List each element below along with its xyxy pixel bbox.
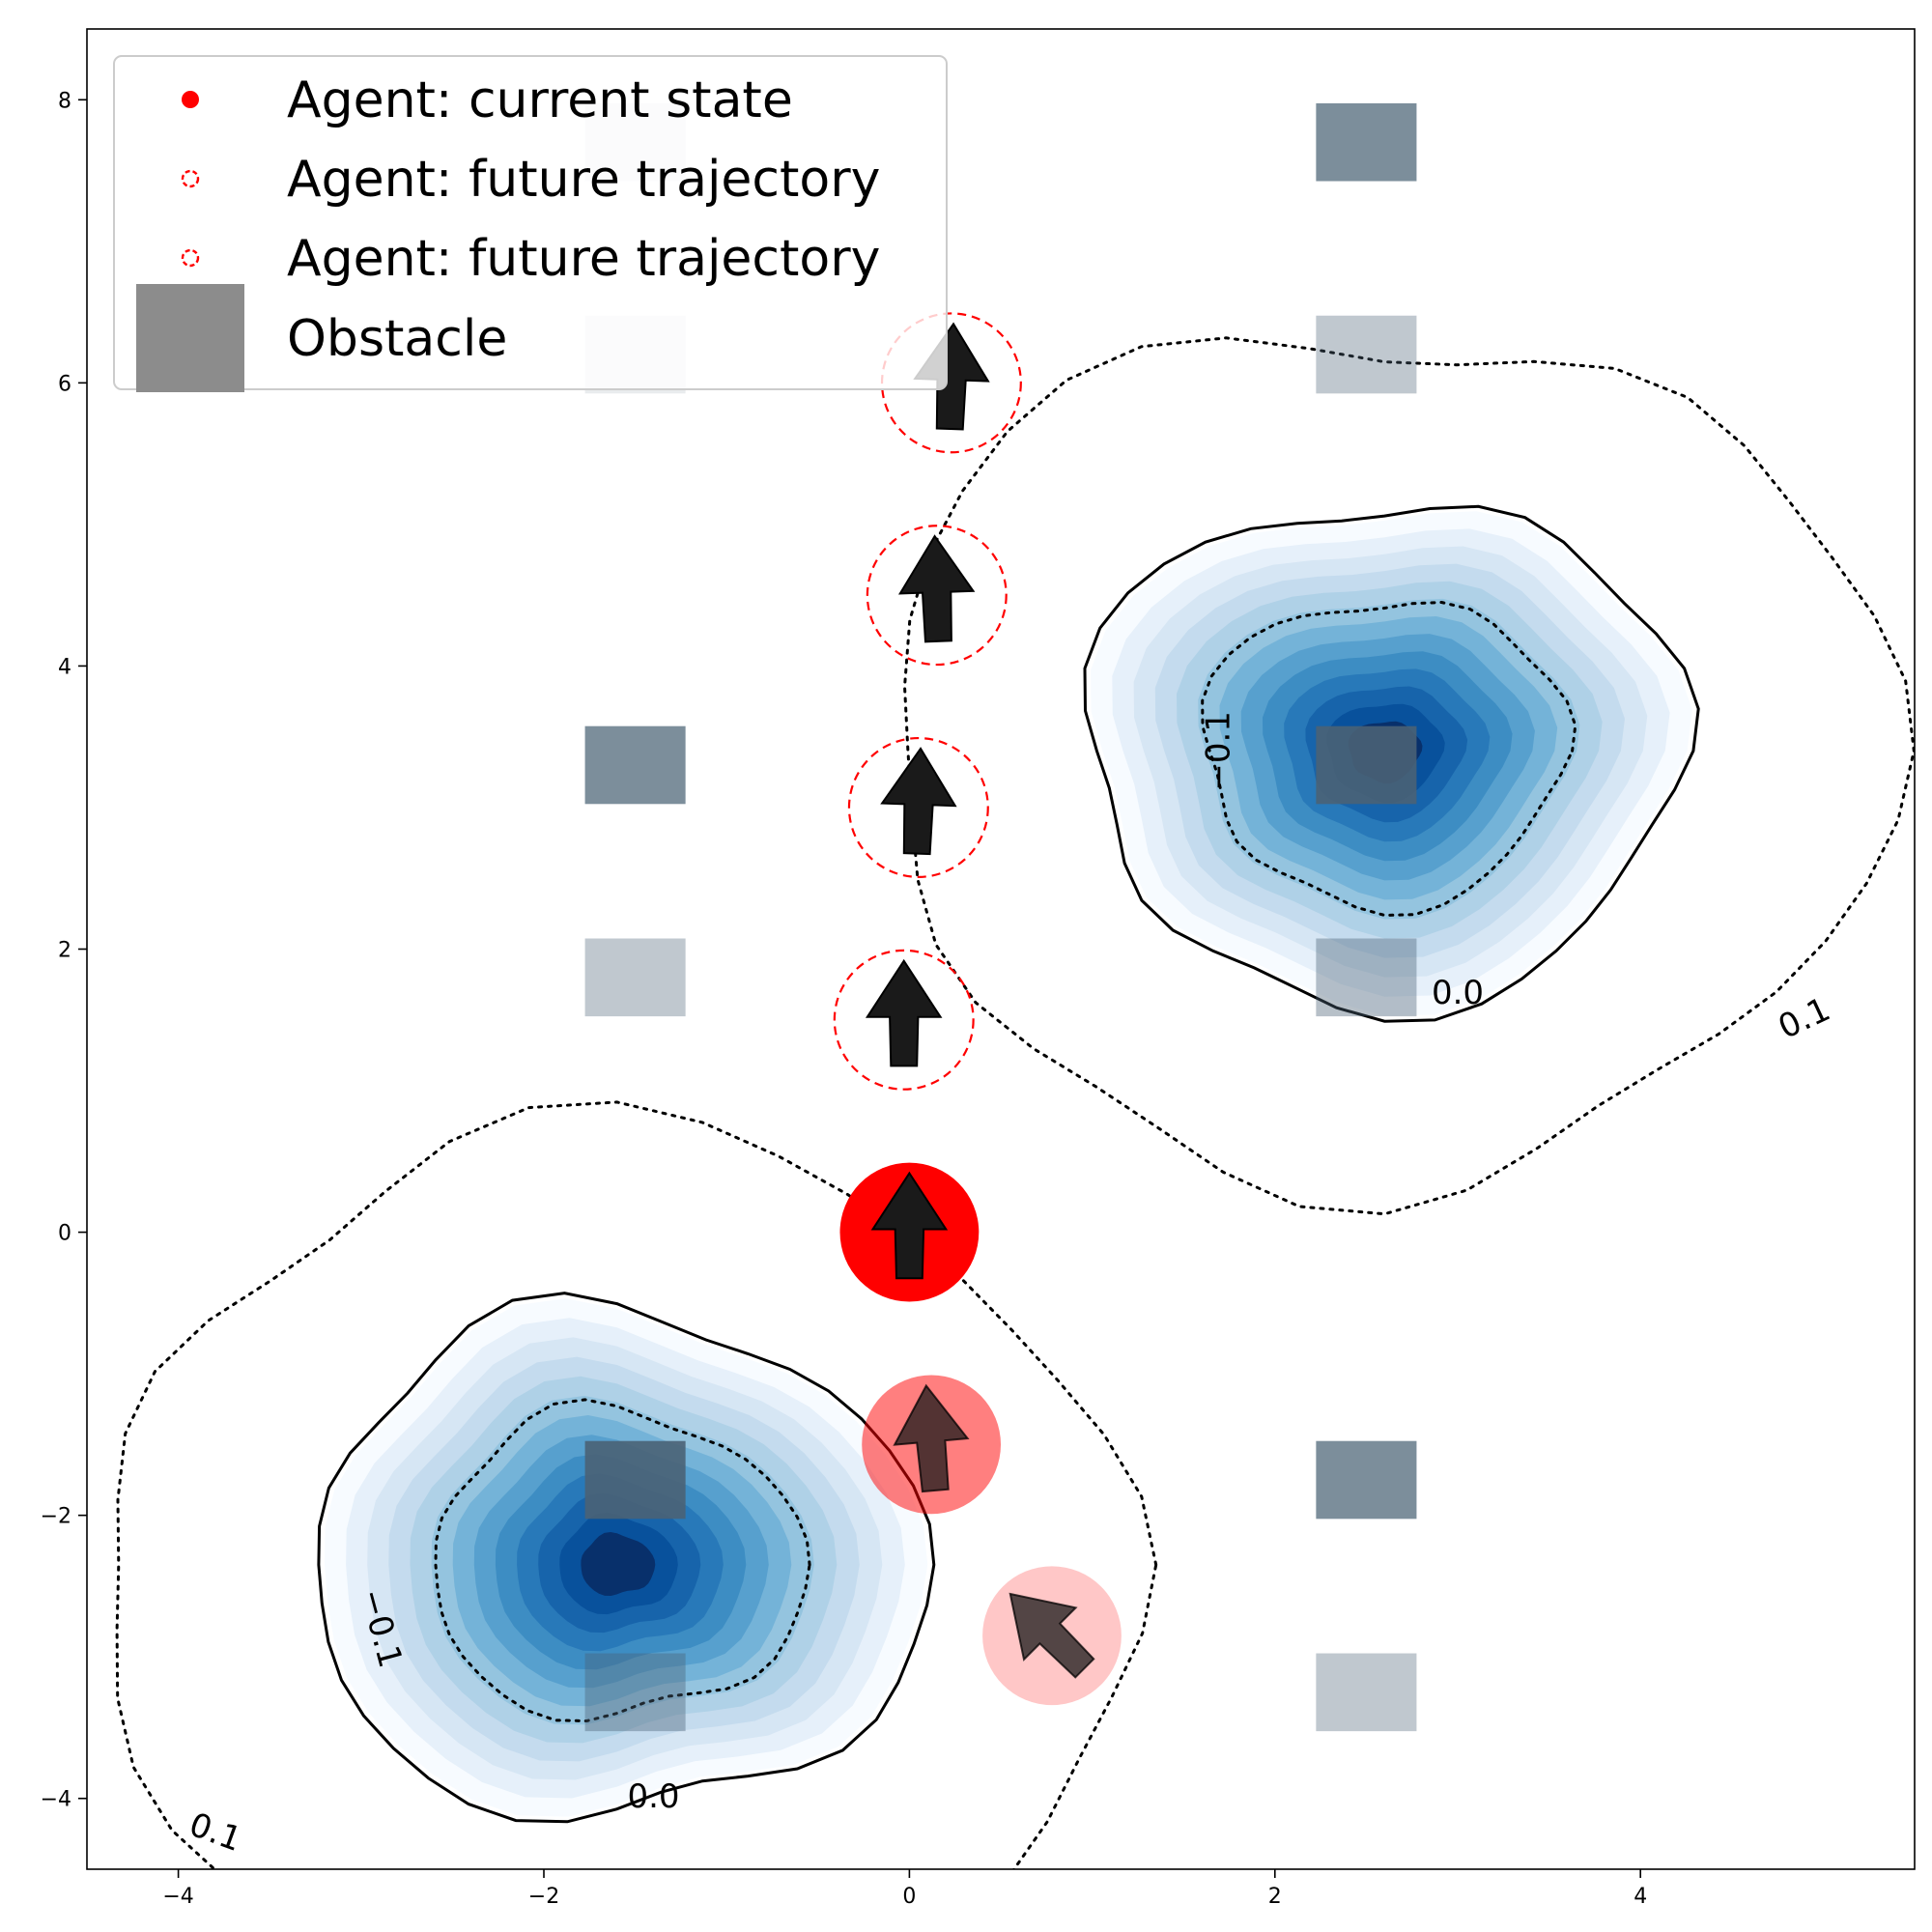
obstacle-3 bbox=[584, 725, 686, 805]
x-tick-label: −4 bbox=[162, 1885, 193, 1909]
x-tick-label: −2 bbox=[528, 1885, 559, 1909]
axes: −4 −2 0 2 4 −4 −2 0 2 4 6 8 bbox=[41, 89, 1648, 1909]
legend-label: Obstacle bbox=[287, 310, 507, 368]
y-tick-label: 4 bbox=[58, 655, 71, 679]
agent-past-2 bbox=[982, 1566, 1122, 1706]
contour-label-5: 0.0 bbox=[627, 1777, 679, 1816]
contour-line-2-0 bbox=[317, 1292, 936, 1824]
x-tick-label: 0 bbox=[902, 1885, 916, 1909]
y-tick-label: −4 bbox=[41, 1788, 71, 1812]
y-tick-label: 6 bbox=[58, 372, 71, 396]
legend-label: Agent: current state bbox=[287, 71, 793, 129]
agent-future-circle bbox=[833, 949, 975, 1091]
obstacle-10 bbox=[1316, 938, 1417, 1017]
agent-future-arrow bbox=[897, 534, 976, 643]
agent-future-arrow bbox=[865, 958, 943, 1067]
legend-marker-future bbox=[181, 169, 200, 188]
agent-past-arrow bbox=[1009, 1592, 1095, 1679]
agent-future-circle bbox=[847, 736, 989, 878]
y-tick-label: −2 bbox=[41, 1505, 71, 1529]
legend-box bbox=[113, 55, 948, 390]
legend-marker-obstacle bbox=[136, 284, 244, 392]
contour-label-2: 0.0 bbox=[1432, 974, 1484, 1012]
agent-future-3 bbox=[866, 525, 1008, 667]
legend-label: Agent: future trajectory bbox=[287, 230, 880, 288]
obstacle-5 bbox=[584, 1440, 686, 1520]
obstacle-11 bbox=[1316, 1440, 1417, 1520]
obstacle-8 bbox=[1316, 315, 1417, 394]
density-level-13 bbox=[581, 1532, 656, 1596]
y-tick-label: 2 bbox=[58, 939, 71, 963]
legend: Agent: current state Agent: future trajec… bbox=[113, 55, 948, 392]
legend-marker-future bbox=[181, 248, 200, 268]
obstacle-7 bbox=[1316, 102, 1417, 182]
contour-line-1-0 bbox=[1083, 504, 1700, 1023]
obstacle-4 bbox=[584, 938, 686, 1017]
contour-label-1: −0.1 bbox=[1200, 711, 1238, 791]
agent-future-2 bbox=[847, 736, 989, 878]
legend-item-4: Obstacle bbox=[136, 284, 507, 392]
y-tick-label: 8 bbox=[58, 89, 71, 113]
agent-future-arrow bbox=[880, 747, 957, 856]
agent-current-arrow bbox=[870, 1171, 949, 1280]
x-tick-label: 4 bbox=[1634, 1885, 1647, 1909]
obstacle-9 bbox=[1316, 725, 1417, 805]
legend-item-2: Agent: future trajectory bbox=[181, 151, 880, 209]
legend-label: Agent: future trajectory bbox=[287, 151, 880, 209]
contour-line-2-neg0.1 bbox=[434, 1398, 811, 1723]
agent-current bbox=[839, 1162, 980, 1302]
legend-item-1: Agent: current state bbox=[182, 71, 793, 129]
agent-past-1 bbox=[862, 1375, 1001, 1515]
agent-future-circle bbox=[866, 525, 1008, 667]
agent-past-arrow bbox=[893, 1383, 970, 1493]
plot-area: −0.10.0 0.1−0.10.00.1 bbox=[115, 102, 1915, 1869]
contour-line-1-0.1 bbox=[902, 336, 1915, 1216]
legend-item-3: Agent: future trajectory bbox=[181, 230, 880, 288]
agent-future-1 bbox=[833, 949, 975, 1091]
obstacle-6 bbox=[584, 1653, 686, 1732]
y-tick-label: 0 bbox=[58, 1222, 71, 1246]
obstacle-12 bbox=[1316, 1653, 1417, 1732]
x-tick-label: 2 bbox=[1268, 1885, 1282, 1909]
contour-line-1-neg0.1 bbox=[1201, 600, 1577, 918]
legend-marker-current bbox=[182, 91, 199, 108]
